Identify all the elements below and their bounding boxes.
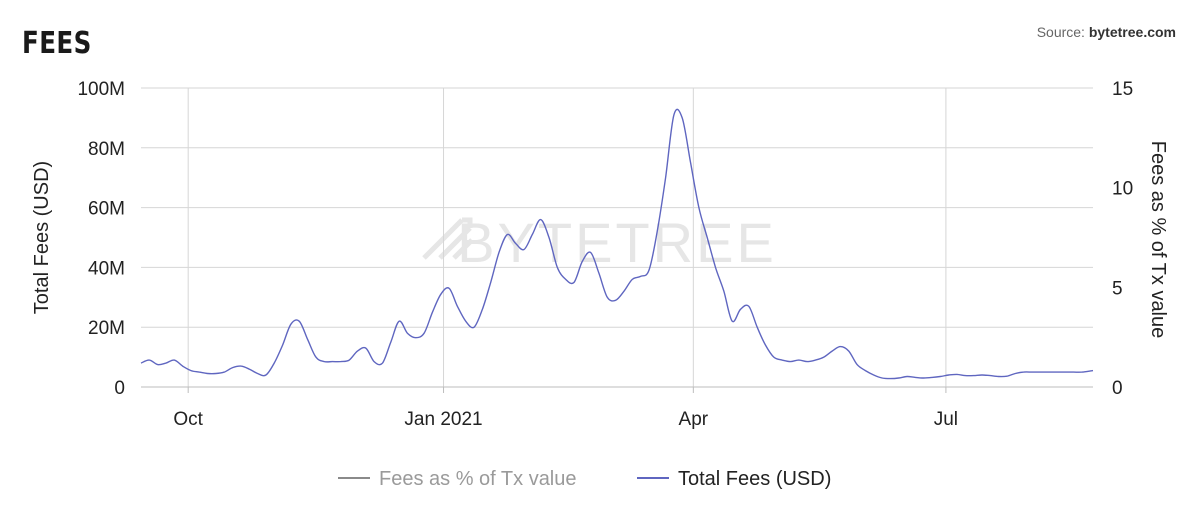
left-tick-label: 40M <box>88 258 125 279</box>
right-tick-label: 10 <box>1112 179 1133 200</box>
left-tick-label: 0 <box>114 378 125 399</box>
right-axis-ticks: 0 5 10 15 <box>1112 79 1133 399</box>
x-tick-label: Oct <box>173 409 203 430</box>
left-axis-ticks: 0 20M 40M 60M 80M 100M <box>77 79 125 399</box>
series-line-total-fees <box>140 108 1094 380</box>
source-credit[interactable]: Source: bytetree.com <box>1037 24 1176 40</box>
left-tick-label: 20M <box>88 318 125 339</box>
legend-item-total-fees[interactable]: Total Fees (USD) <box>637 468 831 490</box>
page-title: FEES <box>22 26 92 61</box>
vertical-gridlines <box>187 88 947 393</box>
watermark-text: BYTETREE <box>457 211 777 274</box>
right-tick-label: 5 <box>1112 278 1123 299</box>
right-tick-label: 0 <box>1112 378 1123 399</box>
x-tick-label: Jan 2021 <box>404 409 482 430</box>
x-axis-ticks: Oct Jan 2021 Apr Jul <box>173 409 958 430</box>
right-tick-label: 15 <box>1112 79 1133 100</box>
watermark-arrow-icon <box>422 217 474 260</box>
legend: Fees as % of Tx value Total Fees (USD) <box>338 468 831 490</box>
x-tick-label: Apr <box>679 409 709 430</box>
left-axis-title: Total Fees (USD) <box>31 161 53 314</box>
horizontal-gridlines <box>141 87 1093 388</box>
legend-label-total-fees: Total Fees (USD) <box>678 468 831 490</box>
legend-label-fees-pct: Fees as % of Tx value <box>379 468 577 490</box>
left-tick-label: 60M <box>88 199 125 220</box>
left-tick-label: 100M <box>77 79 125 100</box>
x-tick-label: Jul <box>934 409 958 430</box>
source-link[interactable]: bytetree.com <box>1088 24 1176 40</box>
source-prefix: Source: <box>1036 24 1089 40</box>
left-tick-label: 80M <box>88 139 125 160</box>
right-axis-title: Fees as % of Tx value <box>1147 141 1169 339</box>
series-layer <box>140 108 1094 380</box>
legend-item-fees-pct[interactable]: Fees as % of Tx value <box>338 468 577 490</box>
